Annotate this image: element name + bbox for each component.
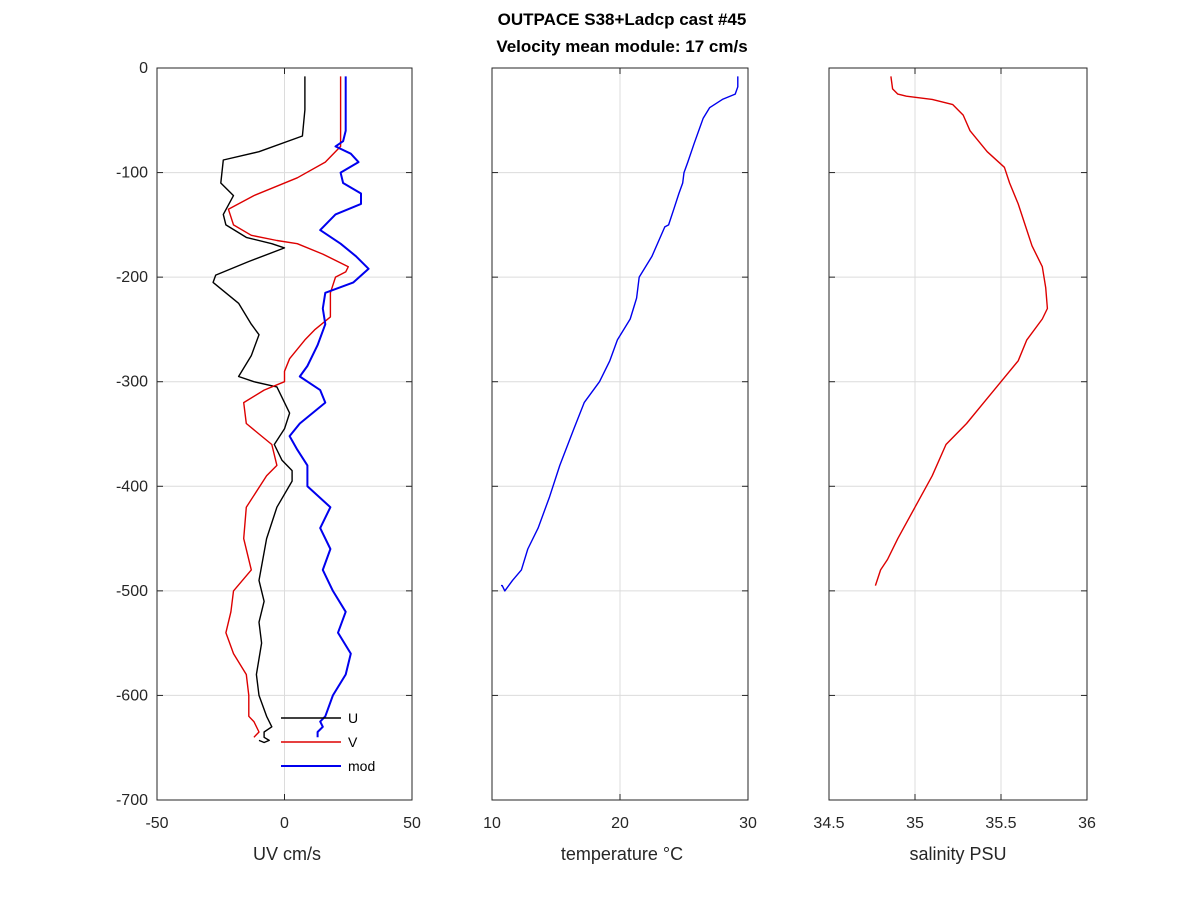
legend-label-u: U: [348, 710, 358, 726]
uv-series-mod-line: [288, 76, 370, 738]
uv-xtick-label: 0: [280, 815, 289, 832]
uv-ytick-label: -200: [116, 269, 148, 286]
figure-title-line1: OUTPACE S38+Ladcp cast #45: [498, 10, 747, 29]
temperature-xtick-label: 10: [483, 815, 501, 832]
uv-ytick-label: -700: [116, 792, 148, 809]
panel-salinity: salinity PSU 34.5 35 35.5 36: [813, 67, 1096, 864]
legend-label-mod: mod: [348, 758, 375, 774]
salinity-plot-area: [829, 68, 1087, 800]
uv-series-v-line: [225, 76, 349, 738]
salinity-xtick-label: 35.5: [985, 815, 1016, 832]
salinity-axes-box: [828, 67, 1088, 801]
legend-label-v: V: [348, 734, 358, 750]
figure-title-line2: Velocity mean module: 17 cm/s: [496, 37, 747, 56]
uv-xtick-label: 50: [403, 815, 421, 832]
uv-ytick-label: -600: [116, 687, 148, 704]
temperature-xtick-label: 30: [739, 815, 757, 832]
uv-ytick-label: -100: [116, 165, 148, 182]
uv-xlabel: UV cm/s: [253, 844, 321, 864]
temperature-xtick-label: 20: [611, 815, 629, 832]
temperature-xlabel: temperature °C: [561, 844, 683, 864]
uv-series-u-line: [212, 76, 306, 744]
temperature-series-profile-line: [501, 76, 739, 592]
panel-temperature: temperature °C 10 20 30: [483, 67, 757, 864]
uv-ytick-label: -300: [116, 374, 148, 391]
uv-xtick-label: -50: [145, 815, 168, 832]
uv-ytick-label: 0: [139, 60, 148, 77]
salinity-xtick-label: 34.5: [813, 815, 844, 832]
salinity-xtick-label: 35: [906, 815, 924, 832]
uv-ytick-label: -500: [116, 583, 148, 600]
uv-ytick-label: -400: [116, 478, 148, 495]
panel-uv: UV cm/s -50 0 500-100-200-300-400-500-600-…: [116, 60, 421, 864]
uv-axes-box: [156, 67, 413, 801]
salinity-series-profile-line: [874, 76, 1049, 586]
salinity-xlabel: salinity PSU: [909, 844, 1006, 864]
temperature-axes-box: [491, 67, 749, 801]
salinity-xtick-label: 36: [1078, 815, 1096, 832]
